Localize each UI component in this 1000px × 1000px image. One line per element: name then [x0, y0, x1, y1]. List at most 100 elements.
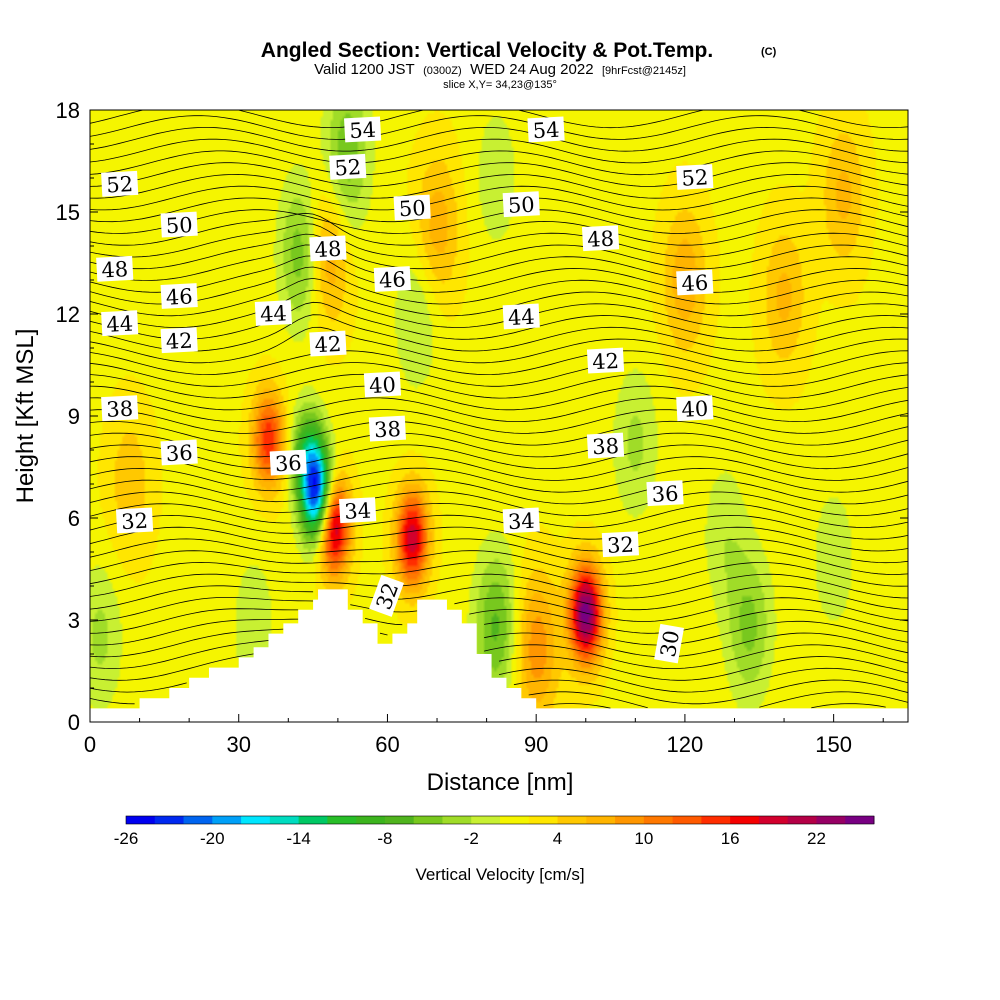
contour-label-bg	[393, 194, 431, 221]
colorbar-swatch	[241, 816, 271, 824]
contour-label: 48	[96, 255, 134, 282]
chart-title-tag: (C)	[761, 46, 777, 58]
colorbar-swatch	[212, 816, 242, 824]
colorbar-frame	[125, 815, 875, 825]
x-tick-label: 90	[524, 732, 548, 757]
theta-contour-line	[90, 397, 908, 423]
contour-label-bg	[309, 330, 347, 357]
theta-contour-line	[90, 514, 908, 540]
contour-label: 44	[254, 300, 292, 327]
contour-label-text: 48	[587, 227, 615, 252]
theta-contour-line	[90, 550, 908, 575]
contour-label-bg	[160, 211, 198, 238]
theta-contour-line	[90, 233, 908, 270]
contour-label: 54	[527, 116, 565, 143]
contour-label-text: 42	[165, 329, 193, 354]
theta-contour-line	[90, 608, 908, 634]
contour-label: 42	[309, 330, 347, 357]
theta-contour-line	[90, 314, 908, 352]
colorbar-tick-label: -26	[114, 829, 139, 848]
y-tick-label: 12	[56, 302, 80, 327]
theta-contour-line	[90, 209, 908, 234]
contour-label: 38	[368, 415, 407, 442]
colorbar-swatch	[730, 816, 760, 824]
y-axis-label: Height [Kft MSL]	[12, 329, 39, 504]
contour-label-bg	[676, 164, 714, 190]
theta-contours	[90, 110, 908, 709]
contour-label: 36	[269, 449, 307, 476]
theta-contour-line	[90, 185, 908, 211]
theta-contour-line	[90, 255, 908, 293]
theta-contour-line	[90, 432, 908, 458]
contour-label-text: 44	[507, 305, 535, 330]
contour-label-bg	[654, 623, 684, 664]
contour-label: 44	[502, 303, 540, 330]
theta-contour-line	[90, 456, 908, 481]
contour-label-text: 34	[507, 509, 535, 534]
theta-contour-line	[90, 266, 908, 305]
contour-label-text: 48	[101, 257, 129, 282]
chart-subtitle: Valid 1200 JST (0300Z) WED 24 Aug 2022 […	[314, 61, 686, 78]
contour-label-bg	[309, 235, 347, 262]
theta-contour-line	[90, 223, 908, 258]
colorbar-swatch	[269, 816, 300, 824]
colorbar-swatch	[758, 816, 789, 824]
contour-label-bg	[646, 480, 684, 507]
y-tick-label: 6	[68, 506, 80, 531]
subtitle-date: WED 24 Aug 2022	[470, 61, 593, 78]
contour-label-bg	[502, 191, 540, 218]
contour-label-bg	[581, 225, 620, 252]
colorbar-tick-label: 22	[807, 829, 826, 848]
contour-label-text: 44	[106, 312, 134, 337]
contour-label-bg	[344, 116, 382, 143]
contour-label-text: 52	[334, 155, 362, 180]
x-tick-label: 60	[375, 732, 399, 757]
colorbar-swatch	[356, 816, 386, 824]
x-tick-label: 150	[815, 732, 852, 757]
contour-label-text: 46	[378, 267, 406, 292]
contour-label: 34	[502, 507, 540, 534]
theta-contour-line	[90, 640, 908, 670]
colorbar: -26 -20 -14 -8 -2 4 10 16 22	[114, 815, 875, 848]
y-tick-label: 18	[56, 98, 80, 123]
contour-label-text: 34	[344, 499, 372, 524]
theta-contour-line	[90, 277, 908, 317]
contour-labels: 54 54 52 52 52 50 50 50 48 48 48 46 46 46 44 44 44 42 42 42…	[96, 116, 714, 664]
subtitle-utc-time: (0300Z)	[423, 65, 462, 77]
colorbar-tick-label: 16	[721, 829, 740, 848]
theta-contour-line	[90, 526, 908, 552]
contour-label: 46	[373, 266, 411, 293]
contour-label: 50	[393, 194, 431, 221]
contour-label: 52	[329, 153, 367, 180]
theta-contour-line	[90, 618, 908, 646]
contour-label: 42	[586, 347, 625, 374]
contour-label: 38	[101, 395, 139, 422]
contour-label: 50	[502, 191, 540, 218]
colorbar-swatch	[442, 816, 472, 824]
contour-label-text: 38	[592, 434, 620, 459]
colorbar-swatch	[183, 816, 213, 824]
theta-contour-line	[90, 628, 908, 658]
contour-label-bg	[329, 153, 367, 180]
theta-contour-line	[90, 138, 908, 164]
terrain	[90, 589, 908, 722]
y-tick-label: 0	[68, 710, 80, 735]
slice-info: slice X,Y= 34,23@135°	[443, 79, 557, 91]
theta-contour-line	[90, 561, 908, 587]
contour-label-bg	[160, 283, 198, 309]
colorbar-swatch	[384, 816, 415, 824]
contour-label-text: 36	[274, 451, 302, 476]
colorbar-swatch	[327, 816, 357, 824]
contour-label: 32	[601, 531, 640, 558]
contour-label: 32	[115, 507, 154, 534]
colorbar-swatch	[154, 816, 185, 824]
colorbar-swatch	[413, 816, 443, 824]
contour-label-text: 50	[507, 193, 535, 218]
x-tick-label: 0	[84, 732, 96, 757]
contour-label-bg	[101, 310, 139, 337]
colorbar-tick-label: -2	[464, 829, 479, 848]
theta-contour-line	[90, 301, 908, 340]
x-axis: 0 30 60 90 120 150	[84, 714, 884, 757]
